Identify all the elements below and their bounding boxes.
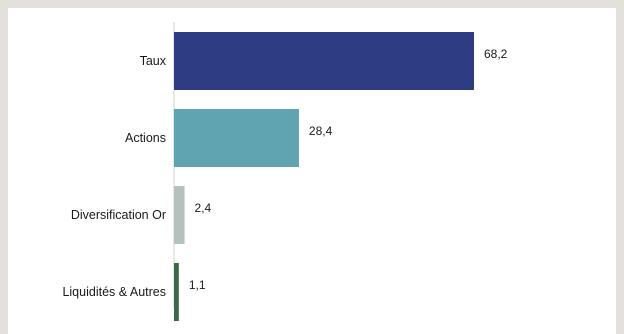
value-label-2: 2,4 <box>195 201 212 215</box>
chart-card: Taux 68,2 Actions 28,4 Diversification Or 2,4… <box>8 8 616 334</box>
bar-1 <box>174 109 299 167</box>
category-label-0: Taux <box>140 54 167 68</box>
bar-2 <box>174 186 185 244</box>
value-label-0: 68,2 <box>484 47 508 61</box>
bar-3 <box>174 263 179 321</box>
category-label-3: Liquidités & Autres <box>62 285 166 299</box>
allocation-bar-chart: Taux 68,2 Actions 28,4 Diversification Or 2,4… <box>62 22 508 321</box>
category-label-1: Actions <box>125 131 166 145</box>
bars-layer: Taux 68,2 Actions 28,4 Diversification Or 2,4… <box>62 32 508 321</box>
category-label-2: Diversification Or <box>71 208 166 222</box>
bar-0 <box>174 32 474 90</box>
value-label-3: 1,1 <box>189 278 206 292</box>
value-label-1: 28,4 <box>309 124 333 138</box>
